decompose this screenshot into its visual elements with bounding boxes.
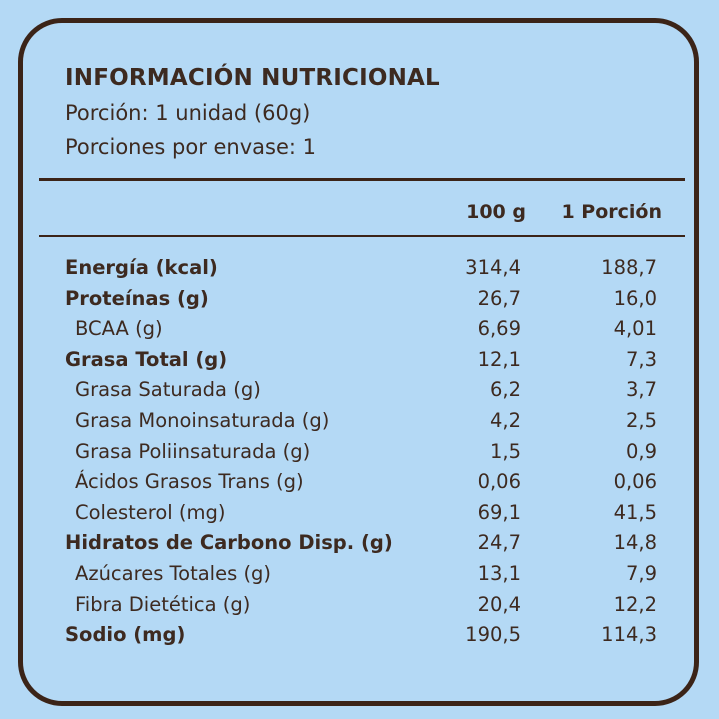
value-per-portion: 4,01 — [613, 317, 657, 341]
value-per-100g: 13,1 — [477, 561, 521, 585]
value-per-portion: 7,9 — [625, 561, 657, 585]
top-divider — [39, 178, 685, 181]
nutrient-row: Hidratos de Carbono Disp. (g) 24,7 14,8 — [65, 528, 661, 559]
nutrient-row: Energía (kcal) 314,4 188,7 — [65, 253, 661, 284]
value-per-portion: 14,8 — [613, 531, 657, 555]
nutrient-row: Fibra Dietética (g) 20,4 12,2 — [65, 590, 661, 621]
nutrient-label: Colesterol (mg) — [75, 500, 226, 524]
nutrient-label: Grasa Monoinsaturada (g) — [75, 408, 330, 432]
value-per-portion: 16,0 — [613, 286, 657, 310]
value-per-portion: 12,2 — [613, 592, 657, 616]
value-per-100g: 6,2 — [489, 378, 521, 402]
nutrient-row: Sodio (mg) 190,5 114,3 — [65, 620, 661, 651]
value-per-portion: 41,5 — [613, 500, 657, 524]
value-per-portion: 2,5 — [625, 408, 657, 432]
nutrient-label: Grasa Total (g) — [65, 347, 228, 371]
nutrient-label: Ácidos Grasos Trans (g) — [75, 470, 304, 494]
header-divider — [39, 235, 685, 237]
nutrient-row: Ácidos Grasos Trans (g) 0,06 0,06 — [65, 467, 661, 498]
nutrient-row: Azúcares Totales (g) 13,1 7,9 — [65, 559, 661, 590]
nutrient-label: Energía (kcal) — [65, 256, 218, 279]
nutrient-label: Grasa Poliinsaturada (g) — [75, 439, 311, 463]
nutrient-label: Hidratos de Carbono Disp. (g) — [65, 531, 393, 555]
value-per-100g: 190,5 — [465, 623, 521, 647]
serving-size: Porción: 1 unidad (60g) — [65, 101, 311, 125]
nutrient-label: Fibra Dietética (g) — [75, 592, 251, 616]
nutrient-label: BCAA (g) — [75, 317, 163, 341]
servings-per-container: Porciones por envase: 1 — [65, 135, 316, 159]
value-per-portion: 0,9 — [625, 439, 657, 463]
nutrition-facts-panel: INFORMACIÓN NUTRICIONAL Porción: 1 unida… — [18, 18, 699, 706]
value-per-portion: 188,7 — [601, 256, 657, 279]
nutrient-row: Proteínas (g) 26,7 16,0 — [65, 284, 661, 315]
nutrient-label: Sodio (mg) — [65, 623, 186, 647]
value-per-100g: 12,1 — [477, 347, 521, 371]
value-per-portion: 7,3 — [625, 347, 657, 371]
value-per-100g: 4,2 — [489, 408, 521, 432]
value-per-100g: 0,06 — [477, 470, 521, 494]
column-header-portion: 1 Porción — [561, 201, 662, 223]
value-per-portion: 0,06 — [613, 470, 657, 494]
value-per-100g: 20,4 — [477, 592, 521, 616]
nutrient-row: Colesterol (mg) 69,1 41,5 — [65, 498, 661, 529]
nutrient-rows: Energía (kcal) 314,4 188,7 Proteínas (g) 26,… — [65, 253, 661, 651]
value-per-portion: 114,3 — [601, 623, 657, 647]
value-per-100g: 1,5 — [489, 439, 521, 463]
nutrient-label: Grasa Saturada (g) — [75, 378, 261, 402]
nutrient-row: BCAA (g) 6,69 4,01 — [65, 314, 661, 345]
value-per-100g: 24,7 — [477, 531, 521, 555]
nutrition-title: INFORMACIÓN NUTRICIONAL — [65, 65, 440, 91]
value-per-100g: 6,69 — [477, 317, 521, 341]
nutrient-row: Grasa Poliinsaturada (g) 1,5 0,9 — [65, 437, 661, 468]
nutrient-row: Grasa Monoinsaturada (g) 4,2 2,5 — [65, 406, 661, 437]
value-per-100g: 69,1 — [477, 500, 521, 524]
nutrient-label: Proteínas (g) — [65, 286, 209, 310]
value-per-portion: 3,7 — [625, 378, 657, 402]
column-header-100g: 100 g — [466, 201, 526, 223]
value-per-100g: 314,4 — [465, 256, 521, 279]
value-per-100g: 26,7 — [477, 286, 521, 310]
nutrient-row: Grasa Saturada (g) 6,2 3,7 — [65, 375, 661, 406]
nutrient-label: Azúcares Totales (g) — [75, 561, 272, 585]
nutrient-row: Grasa Total (g) 12,1 7,3 — [65, 345, 661, 376]
